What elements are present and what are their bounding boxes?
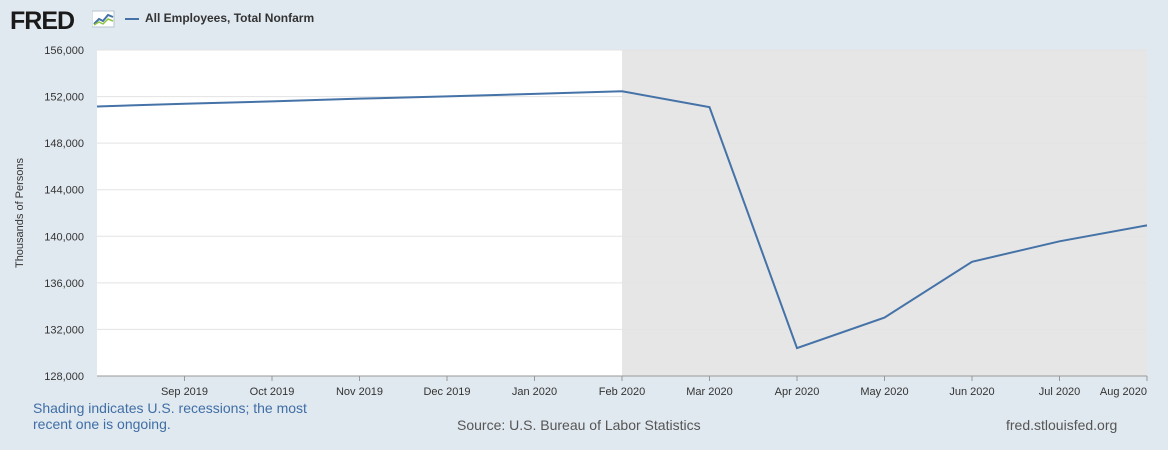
y-tick-label: 136,000: [44, 278, 84, 290]
x-tick-label: Mar 2020: [686, 386, 732, 398]
data-point[interactable]: [795, 346, 799, 350]
data-point[interactable]: [270, 99, 274, 103]
x-tick-label: Feb 2020: [599, 386, 645, 398]
x-tick-label: Sep 2019: [161, 386, 208, 398]
y-tick-label: 128,000: [44, 371, 84, 383]
y-tick-label: 132,000: [44, 324, 84, 336]
recession-note: Shading indicates U.S. recessions; the m…: [33, 400, 307, 432]
legend-swatch: [125, 18, 139, 20]
data-point[interactable]: [533, 92, 537, 96]
x-axis-ticks: Sep 2019 Oct 2019 Nov 2019 Dec 2019 Jan 2020…: [161, 376, 1148, 398]
data-point[interactable]: [358, 97, 362, 101]
y-tick-label: 144,000: [44, 185, 84, 197]
y-tick-label: 152,000: [44, 92, 84, 104]
y-tick-label: 140,000: [44, 231, 84, 243]
fred-logo-graph-icon: [92, 10, 115, 28]
legend-label: All Employees, Total Nonfarm: [145, 11, 315, 25]
y-axis-ticks: 128,000 132,000 136,000 140,000 144,000 148,0…: [44, 45, 84, 383]
fred-logo[interactable]: FRED: [10, 7, 75, 35]
x-tick-label: Nov 2019: [336, 386, 383, 398]
series-line[interactable]: [96, 90, 1148, 350]
data-point[interactable]: [620, 89, 624, 93]
data-point[interactable]: [883, 316, 887, 320]
source-note: Source: U.S. Bureau of Labor Statistics: [457, 417, 701, 433]
recession-shading: [622, 50, 1147, 376]
x-tick-label: Jan 2020: [512, 386, 557, 398]
x-tick-label: Oct 2019: [250, 386, 295, 398]
x-tick-label: Aug 2020: [1100, 386, 1147, 398]
y-tick-label: 156,000: [44, 45, 84, 57]
data-point[interactable]: [970, 260, 974, 264]
site-link[interactable]: fred.stlouisfed.org: [1006, 417, 1118, 433]
y-tick-label: 148,000: [44, 138, 84, 150]
data-point[interactable]: [1145, 223, 1149, 227]
x-tick-label: Apr 2020: [775, 386, 820, 398]
y-axis-title: Thousands of Persons: [14, 157, 26, 268]
data-point[interactable]: [708, 105, 712, 109]
data-point[interactable]: [1058, 239, 1062, 243]
x-tick-label: May 2020: [860, 386, 908, 398]
gridlines: [97, 49, 1147, 330]
x-tick-label: Jun 2020: [949, 386, 994, 398]
data-point[interactable]: [95, 104, 99, 108]
data-point[interactable]: [445, 94, 449, 98]
x-tick-label: Jul 2020: [1039, 386, 1081, 398]
x-tick-label: Dec 2019: [423, 386, 470, 398]
data-point[interactable]: [183, 102, 187, 106]
